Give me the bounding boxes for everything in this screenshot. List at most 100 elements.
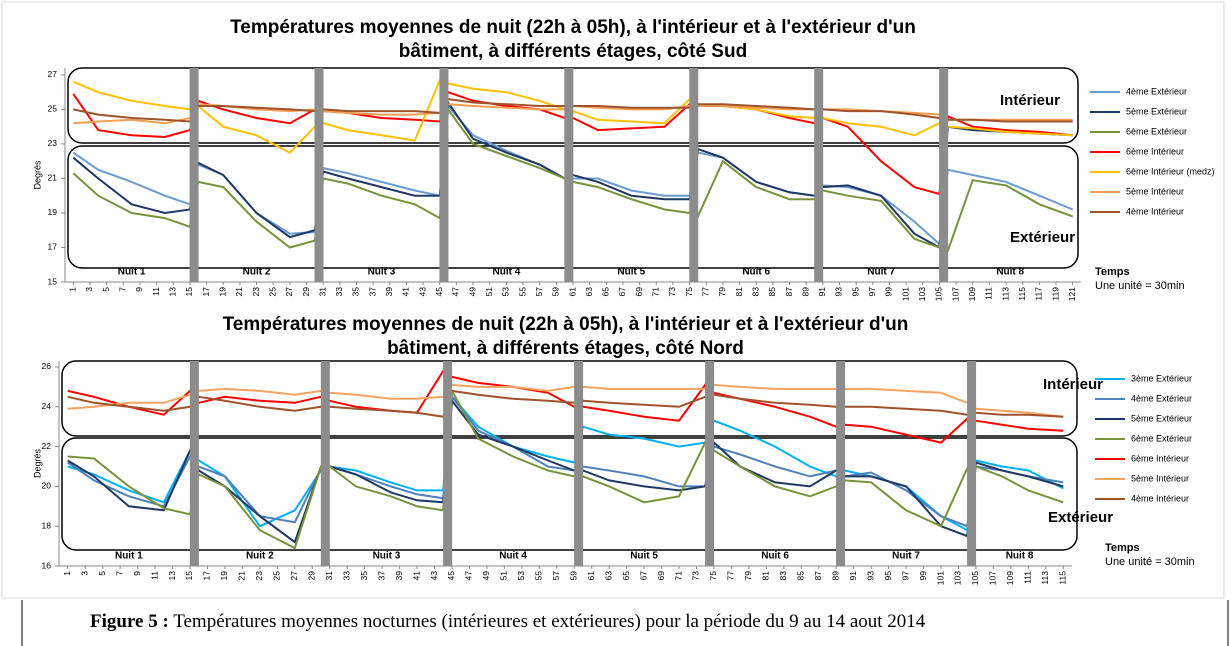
zone-label: Extérieur: [1048, 509, 1113, 526]
night-label: Nuit 1: [115, 551, 143, 562]
x-tick-label: 71: [651, 287, 661, 297]
legend-label: 5ème Intérieur: [1126, 186, 1184, 196]
x-tick-label: 7: [118, 287, 128, 292]
x-tick-label: 9: [132, 571, 142, 576]
x-tick-label: 87: [813, 571, 823, 581]
x-tick-label: 17: [201, 287, 211, 297]
night-label: Nuit 8: [996, 267, 1024, 278]
chart-title: bâtiment, à différents étages, côté Nord: [387, 338, 744, 359]
x-tick-label: 115: [1058, 571, 1068, 585]
x-tick-label: 99: [884, 287, 894, 297]
x-tick-label: 77: [700, 287, 710, 297]
x-tick-label: 45: [434, 287, 444, 297]
x-tick-label: 79: [717, 287, 727, 297]
x-tick-label: 17: [202, 571, 212, 581]
x-tick-label: 81: [734, 287, 744, 297]
zone-box: [61, 437, 1078, 551]
x-tick-label: 33: [341, 571, 351, 581]
legend-label: 6ème Intérieur: [1131, 453, 1189, 463]
x-tick-label: 5: [97, 571, 107, 576]
x-tick-label: 95: [883, 571, 893, 581]
night-separator: [574, 361, 584, 566]
night-separator: [689, 68, 699, 282]
legend-label: 4ème Extérieur: [1126, 86, 1187, 96]
x-tick-label: 63: [584, 287, 594, 297]
x-tick-label: 43: [417, 287, 427, 297]
x-axis-label: Temps: [1095, 266, 1130, 278]
x-tick-label: 35: [359, 571, 369, 581]
night-separator: [320, 361, 330, 566]
x-tick-label: 119: [1050, 287, 1060, 301]
x-tick-label: 31: [324, 571, 334, 581]
y-tick-label: 19: [48, 207, 58, 217]
x-tick-label: 109: [967, 287, 977, 301]
x-tick-label: 21: [237, 571, 247, 581]
night-label: Nuit 5: [617, 267, 645, 278]
x-tick-label: 111: [1023, 571, 1033, 584]
night-label: Nuit 4: [499, 551, 527, 562]
y-tick-label: 21: [48, 173, 58, 183]
x-tick-label: 13: [167, 571, 177, 581]
x-tick-label: 73: [691, 571, 701, 581]
x-tick-label: 99: [918, 571, 928, 581]
x-tick-label: 13: [168, 287, 178, 297]
x-tick-label: 97: [900, 571, 910, 581]
x-tick-label: 29: [301, 287, 311, 297]
y-tick-label: 26: [42, 361, 52, 371]
legend-label: 6ème Intérieur: [1126, 146, 1184, 156]
y-tick-label: 20: [42, 481, 52, 491]
x-axis-note: Une unité = 30min: [1105, 556, 1195, 568]
y-tick-label: 24: [42, 401, 52, 411]
night-separator: [439, 68, 449, 282]
night-label: Nuit 3: [373, 551, 401, 562]
x-tick-label: 3: [79, 571, 89, 576]
series-line: [67, 389, 1064, 418]
x-tick-label: 21: [234, 287, 244, 297]
x-tick-label: 65: [601, 287, 611, 297]
x-tick-label: 59: [568, 571, 578, 581]
zone-box: [61, 360, 1078, 437]
legend-label: 4ème Extérieur: [1131, 393, 1192, 403]
x-tick-label: 63: [603, 571, 613, 581]
x-tick-label: 27: [284, 287, 294, 297]
x-tick-label: 111: [984, 287, 994, 300]
zone-label: Intérieur: [1043, 376, 1103, 393]
x-tick-label: 89: [830, 571, 840, 581]
x-tick-label: 39: [384, 287, 394, 297]
x-tick-label: 77: [726, 571, 736, 581]
series-line: [67, 383, 1064, 418]
chart-title: Températures moyennes de nuit (22h à 05h…: [230, 17, 916, 38]
x-tick-label: 83: [778, 571, 788, 581]
x-tick-label: 51: [484, 287, 494, 297]
night-separator: [939, 68, 949, 282]
y-tick-label: 22: [42, 441, 52, 451]
x-tick-label: 121: [1067, 287, 1077, 301]
x-tick-label: 47: [464, 571, 474, 581]
night-label: Nuit 7: [892, 551, 920, 562]
x-tick-label: 7: [114, 571, 124, 576]
x-tick-label: 85: [796, 571, 806, 581]
x-tick-label: 15: [184, 287, 194, 297]
night-separator: [314, 68, 324, 282]
x-tick-label: 41: [401, 287, 411, 297]
caption-text: Températures moyennes nocturnes (intérie…: [169, 611, 926, 632]
x-tick-label: 117: [1034, 287, 1044, 301]
chart-title: bâtiment, à différents étages, côté Sud: [399, 41, 747, 62]
x-tick-label: 89: [800, 287, 810, 297]
x-tick-label: 53: [501, 287, 511, 297]
y-axis-label: Degrés: [32, 160, 42, 190]
x-tick-label: 81: [761, 571, 771, 581]
x-tick-label: 43: [429, 571, 439, 581]
x-tick-label: 61: [567, 287, 577, 297]
series-line: [67, 394, 1064, 532]
caption-label: Figure 5 :: [90, 611, 169, 632]
legend-label: 6ème Extérieur: [1126, 126, 1187, 136]
x-tick-label: 23: [251, 287, 261, 297]
figure-frame: [1, 1, 1225, 599]
night-separator: [967, 361, 977, 566]
legend-label: 6ème Intérieur (medz): [1126, 166, 1215, 176]
x-tick-label: 49: [481, 571, 491, 581]
x-tick-label: 27: [289, 571, 299, 581]
y-tick-label: 27: [48, 69, 58, 79]
x-tick-label: 47: [451, 287, 461, 297]
